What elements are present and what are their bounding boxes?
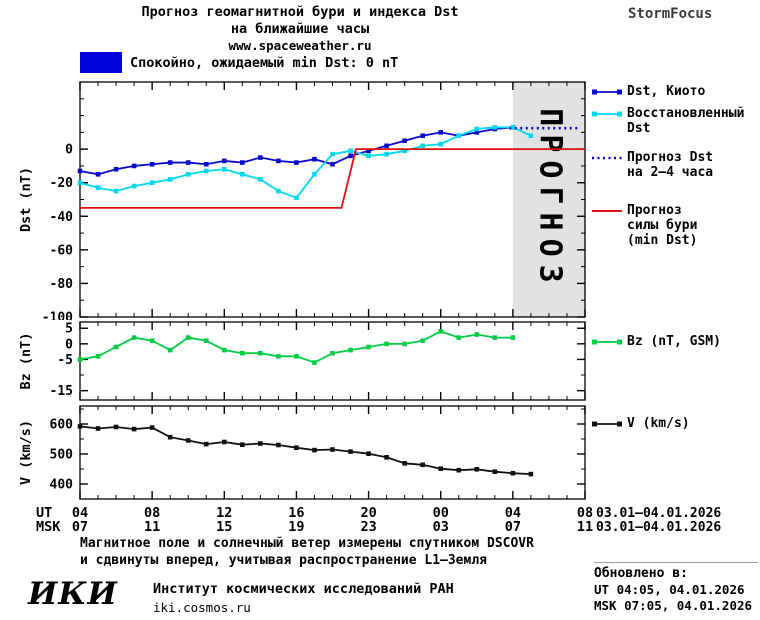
legend-marker-icon	[592, 111, 622, 117]
svg-text:00: 00	[433, 505, 449, 521]
svg-text:-80: -80	[50, 277, 74, 292]
status-color-swatch	[80, 52, 122, 73]
svg-text:23: 23	[360, 519, 376, 535]
svg-text:-40: -40	[50, 210, 74, 225]
svg-text:20: 20	[360, 505, 376, 521]
svg-text:-5: -5	[57, 353, 73, 368]
svg-text:16: 16	[288, 505, 304, 521]
legend-item: Прогноз силы бури (min Dst)	[592, 203, 697, 248]
svg-text:11: 11	[144, 519, 160, 535]
svg-text:12: 12	[216, 505, 232, 521]
svg-text:0: 0	[65, 337, 73, 352]
legend-item: Прогноз Dst на 2–4 часа	[592, 150, 713, 180]
title-block: Прогноз геомагнитной бури и индекса Dst …	[0, 4, 600, 54]
svg-text:-60: -60	[50, 243, 74, 258]
svg-text:03.01–04.01.2026: 03.01–04.01.2026	[596, 506, 721, 521]
svg-text:UT: UT	[36, 505, 52, 521]
legend-marker-icon	[592, 339, 622, 345]
svg-text:03.01–04.01.2026: 03.01–04.01.2026	[596, 520, 721, 535]
legend-marker-icon	[592, 156, 622, 160]
legend-label: Прогноз силы бури (min Dst)	[627, 203, 698, 248]
svg-text:5: 5	[65, 322, 73, 337]
status-text: Спокойно, ожидаемый min Dst: 0 nT	[130, 54, 399, 71]
site-url: www.spaceweather.ru	[228, 38, 372, 53]
legend-label: V (km/s)	[627, 416, 690, 431]
updated-ut: UT 04:05, 04.01.2026	[594, 582, 745, 597]
svg-text:400: 400	[50, 478, 74, 493]
page-title-line2: на ближайшие часы	[230, 21, 370, 37]
svg-text:V (km/s): V (km/s)	[18, 420, 34, 485]
updated-msk: MSK 07:05, 04.01.2026	[594, 598, 753, 613]
legend-item: Восстановленный Dst	[592, 106, 744, 136]
svg-text:19: 19	[288, 519, 304, 535]
legend-marker-icon	[592, 210, 622, 212]
panel-bz: 50-5 -15 Bz (nT)	[18, 321, 586, 401]
brand-label: StormFocus	[628, 6, 713, 22]
measurement-note-line1: Магнитное поле и солнечный ветер измерен…	[80, 536, 534, 551]
svg-text:500: 500	[50, 448, 74, 463]
svg-text:Bz (nT): Bz (nT)	[18, 333, 34, 390]
svg-text:ПРОГНОЗ: ПРОГНОЗ	[532, 108, 567, 290]
legend-label: Прогноз Dst на 2–4 часа	[627, 150, 714, 180]
svg-text:-20: -20	[50, 176, 74, 191]
svg-text:15: 15	[216, 519, 232, 535]
status-banner: Спокойно, ожидаемый min Dst: 0 nT	[80, 52, 398, 73]
page-title-line1: Прогноз геомагнитной бури и индекса Dst	[141, 4, 459, 20]
legend-label: Восстановленный Dst	[627, 106, 745, 136]
svg-text:0: 0	[65, 143, 73, 158]
svg-text:04: 04	[505, 505, 521, 521]
svg-text:04: 04	[72, 505, 88, 521]
institute-site: iki.cosmos.ru	[153, 600, 251, 615]
measurement-note-line2: и сдвинуты вперед, учитывая распростране…	[80, 553, 487, 568]
legend-item: V (km/s)	[592, 416, 690, 431]
legend-label: Dst, Киото	[627, 84, 706, 99]
svg-text:07: 07	[505, 519, 521, 535]
svg-text:11: 11	[577, 519, 593, 535]
updated-block: Обновлено в: UT 04:05, 04.01.2026 MSK 07…	[594, 562, 758, 614]
svg-text:-100: -100	[42, 311, 73, 321]
svg-text:03: 03	[433, 519, 449, 535]
legend-item: Bz (nT, GSM)	[592, 334, 721, 349]
svg-text:08: 08	[144, 505, 160, 521]
svg-text:-15: -15	[50, 384, 73, 399]
svg-text:600: 600	[50, 418, 74, 433]
svg-text:MSK: MSK	[36, 519, 61, 535]
legend-item: Dst, Киото	[592, 84, 705, 99]
iki-logo: ИКИ	[28, 576, 118, 612]
institute-name: Институт космических исследований РАН	[153, 581, 454, 597]
legend-marker-icon	[592, 89, 622, 95]
svg-text:08: 08	[577, 505, 593, 521]
updated-label: Обновлено в:	[594, 566, 688, 581]
legend-marker-icon	[592, 421, 622, 427]
svg-text:07: 07	[72, 519, 88, 535]
panel-dst: ПРОГНОЗ 0 -20 -40 -60 -80 -100 Dst (nT)	[18, 81, 586, 321]
svg-text:Dst (nT): Dst (nT)	[18, 167, 34, 232]
legend-label: Bz (nT, GSM)	[627, 334, 721, 349]
